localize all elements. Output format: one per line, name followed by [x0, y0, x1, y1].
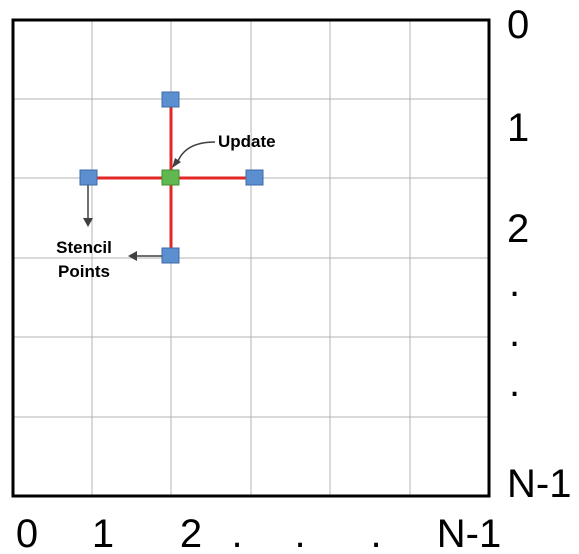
y-axis-label-0: 0	[507, 3, 529, 47]
x-axis-label-n1: N-1	[437, 512, 501, 554]
stencil-label-line2: Points	[58, 262, 110, 281]
x-axis-label-0: 0	[16, 512, 38, 554]
y-axis-label-dot3: .	[509, 361, 520, 405]
grid-border	[11, 18, 491, 498]
y-axis-label-dot2: .	[509, 311, 520, 355]
update-label: Update	[218, 132, 276, 151]
stencil-arrow-left	[128, 251, 162, 261]
x-axis-label-dot2: .	[294, 512, 305, 554]
update-arrow-head	[172, 158, 181, 168]
grid-lines	[13, 20, 489, 496]
x-axis-label-1: 1	[92, 512, 114, 554]
x-axis-label-2: 2	[180, 512, 202, 554]
update-arrow	[172, 141, 216, 168]
stencil-arrow-left-head	[128, 251, 137, 261]
stencil-point-left	[79, 169, 98, 186]
stencil-point-top	[161, 91, 180, 108]
x-axis-label-dot3: .	[370, 512, 381, 554]
y-axis-label-n1: N-1	[507, 462, 571, 506]
y-axis-label-dot1: .	[509, 261, 520, 305]
stencil-point-bottom	[161, 247, 180, 264]
stencil-label-line1: Stencil	[56, 238, 112, 257]
y-axis-label-1: 1	[507, 106, 529, 150]
stencil-arrow-down-head	[83, 218, 93, 227]
x-axis-label-dot1: .	[231, 512, 242, 554]
stencil-arrow-down	[83, 185, 93, 227]
update-point	[161, 169, 180, 186]
stencil-point-right	[245, 169, 264, 186]
update-arrow-line	[176, 141, 216, 165]
y-axis-label-2: 2	[507, 207, 529, 251]
